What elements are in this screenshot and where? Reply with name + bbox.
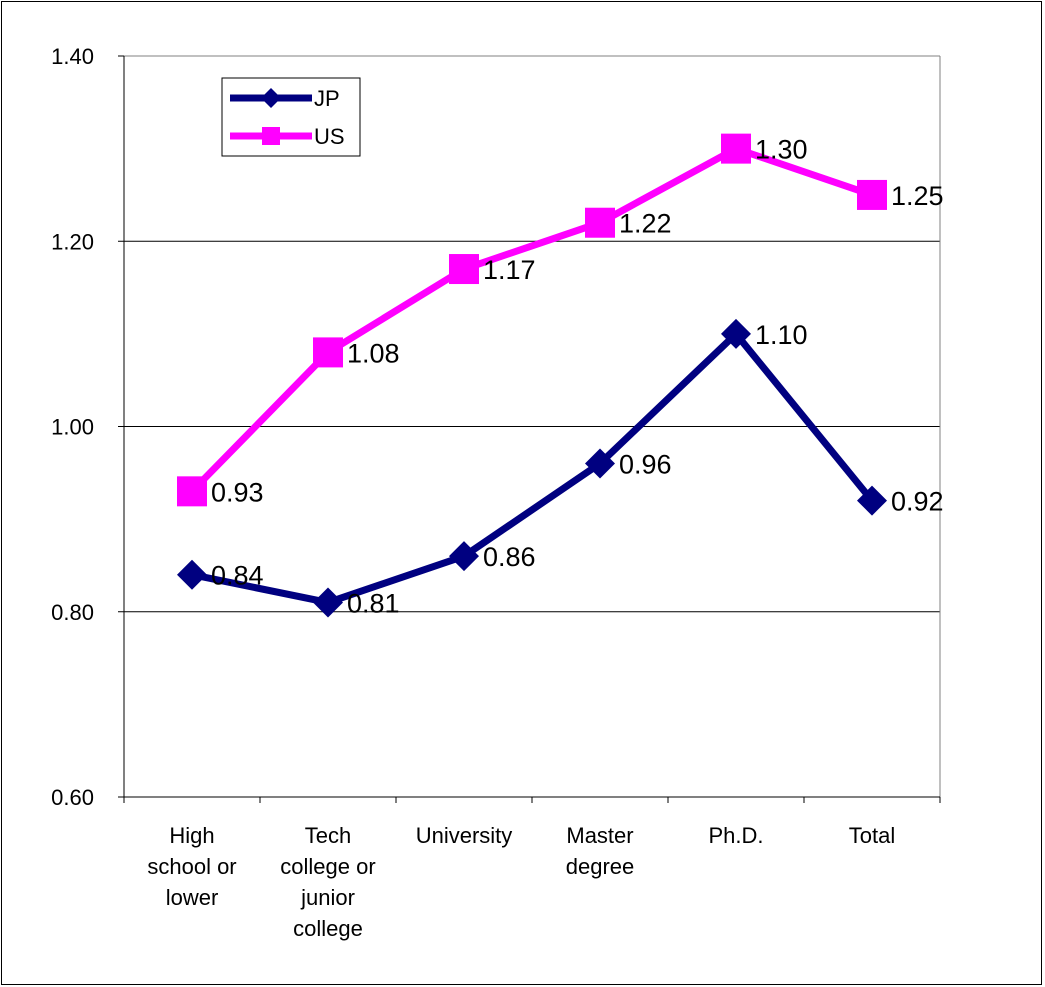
data-label-us: 1.22	[619, 209, 672, 239]
x-tick-label: Tech college or junior college	[280, 823, 375, 941]
x-tick-label: Total	[849, 823, 895, 848]
data-point-jp	[313, 587, 343, 618]
data-point-jp	[177, 559, 207, 590]
data-label-jp: 0.81	[347, 588, 400, 618]
data-point-us	[585, 207, 615, 238]
legend-marker-us	[262, 127, 280, 145]
data-label-us: 0.93	[211, 477, 264, 507]
y-tick-label: 1.20	[51, 229, 94, 254]
data-point-us	[177, 476, 207, 507]
x-tick-label-line: Master	[566, 823, 633, 848]
x-tick-label-line: Ph.D.	[708, 823, 763, 848]
x-tick-label-line: degree	[566, 854, 635, 879]
y-tick-label: 1.00	[51, 415, 94, 440]
data-point-us	[857, 179, 887, 210]
data-point-us	[449, 254, 479, 285]
data-label-jp: 1.10	[755, 320, 808, 350]
data-point-jp	[721, 318, 751, 349]
data-label-us: 1.25	[891, 181, 944, 211]
data-point-us	[721, 133, 751, 164]
data-label-jp: 0.86	[483, 542, 536, 572]
data-label-jp: 0.96	[619, 450, 672, 480]
x-tick-label-line: Tech	[305, 823, 351, 848]
x-tick-label-line: Total	[849, 823, 895, 848]
x-tick-label-line: junior	[300, 885, 355, 910]
series-line-jp	[191, 328, 875, 607]
series-lines	[177, 133, 887, 618]
data-point-jp	[449, 541, 479, 572]
data-label-us: 1.08	[347, 338, 400, 368]
data-label-us: 1.17	[483, 255, 536, 285]
data-labels: 0.84 0.81 0.86 0.96 1.10 0.92 0.93 1.08 1.17 1.22…	[211, 135, 944, 619]
x-tick-label: High school or lower	[147, 823, 236, 910]
x-tick-label: Master degree	[566, 823, 635, 879]
data-point-jp	[857, 485, 887, 516]
x-tick-label-line: college or	[280, 854, 375, 879]
y-tick-label: 0.80	[51, 600, 94, 625]
legend-label-jp: JP	[314, 86, 340, 111]
data-label-us: 1.30	[755, 135, 808, 165]
legend-label-us: US	[314, 124, 345, 149]
data-label-jp: 0.92	[891, 487, 944, 517]
legend-box	[221, 77, 361, 157]
series-line-us	[189, 144, 874, 494]
legend-marker-jp	[261, 88, 281, 108]
x-tick-label-line: High	[169, 823, 214, 848]
data-label-jp: 0.84	[211, 561, 264, 591]
x-tick-label-line: lower	[166, 885, 219, 910]
axes: 0.60 0.80 1.00 1.20 1.40 High school or lower Te…	[51, 44, 941, 941]
x-tick-label: University	[416, 823, 513, 848]
legend: JP US	[221, 77, 361, 157]
data-point-jp	[585, 448, 615, 479]
x-tick-label-line: University	[416, 823, 513, 848]
data-point-us	[313, 337, 343, 368]
x-tick-label-line: school or	[147, 854, 236, 879]
y-tick-label: 0.60	[51, 785, 94, 810]
x-tick-label: Ph.D.	[708, 823, 763, 848]
x-tick-label-line: college	[293, 916, 363, 941]
y-tick-label: 1.40	[51, 44, 94, 69]
